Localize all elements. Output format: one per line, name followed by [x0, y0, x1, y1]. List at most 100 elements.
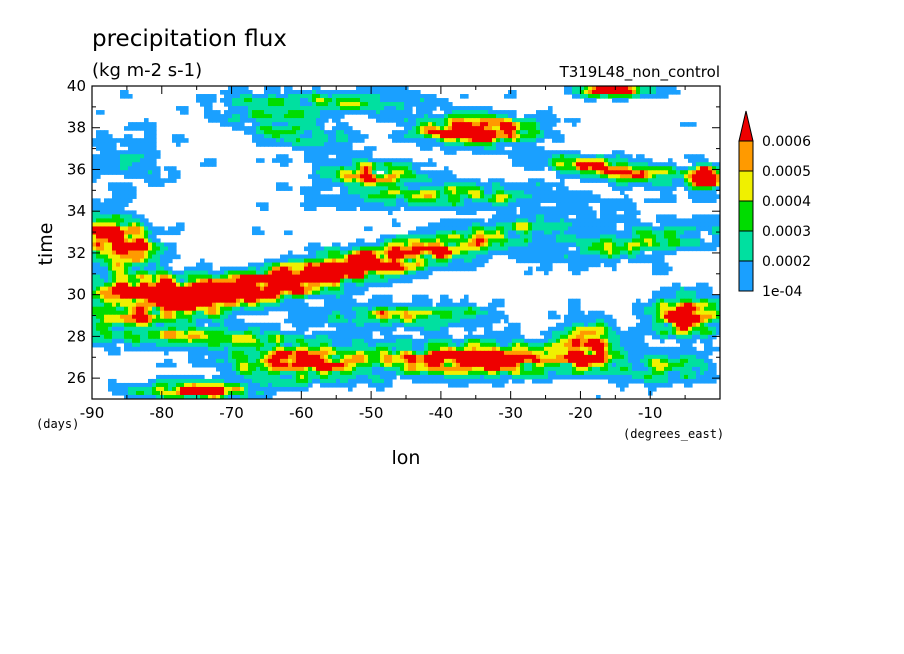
heatmap-cell [340, 254, 345, 260]
heatmap-cell [624, 178, 629, 183]
heatmap-cell [584, 198, 589, 203]
heatmap-cell [400, 162, 405, 167]
heatmap-cell [468, 242, 473, 248]
heatmap-cell [692, 246, 697, 252]
heatmap-cell [452, 110, 457, 115]
heatmap-cell [708, 186, 713, 191]
heatmap-cell [628, 242, 633, 248]
heatmap-cell [128, 226, 133, 232]
heatmap-cell [568, 170, 573, 175]
heatmap-cell [528, 182, 533, 187]
heatmap-cell [304, 150, 309, 155]
heatmap-cell [152, 134, 157, 139]
heatmap-cell [152, 286, 157, 292]
heatmap-cell [128, 282, 133, 288]
heatmap-cell [588, 254, 593, 260]
heatmap-cell [456, 230, 461, 236]
heatmap-cell [396, 202, 401, 207]
heatmap-cell [572, 230, 577, 236]
heatmap-cell [536, 194, 541, 199]
heatmap-cell [592, 178, 597, 183]
heatmap-cell [468, 230, 473, 236]
heatmap-cell [536, 210, 541, 216]
heatmap-cell [552, 198, 557, 203]
heatmap-cell [548, 206, 553, 211]
heatmap-cell [116, 150, 121, 155]
heatmap-cell [96, 174, 101, 179]
heatmap-cell [636, 210, 641, 216]
heatmap-cell [148, 266, 153, 272]
heatmap-cell [120, 238, 125, 244]
heatmap-cell [492, 218, 497, 224]
heatmap-cell [172, 274, 177, 280]
heatmap-cell [148, 166, 153, 171]
heatmap-cell [272, 306, 277, 312]
heatmap-cell [388, 174, 393, 179]
heatmap-cell [580, 242, 585, 248]
heatmap-cell [100, 230, 105, 236]
heatmap-cell [124, 278, 129, 284]
heatmap-cell [604, 218, 609, 224]
heatmap-cell [120, 258, 125, 264]
heatmap-cell [120, 202, 125, 207]
heatmap-cell [368, 202, 373, 207]
heatmap-cell [232, 94, 237, 99]
heatmap-cell [408, 126, 413, 131]
heatmap-cell [380, 102, 385, 107]
heatmap-cell [428, 162, 433, 167]
heatmap-cell [340, 266, 345, 272]
heatmap-cell [332, 246, 337, 252]
heatmap-cell [140, 138, 145, 143]
heatmap-cell [588, 158, 593, 163]
heatmap-cell [424, 250, 429, 256]
heatmap-cell [664, 190, 669, 195]
heatmap-cell [368, 162, 373, 167]
heatmap-cell [592, 158, 597, 163]
heatmap-cell [520, 214, 525, 220]
heatmap-cell [120, 234, 125, 240]
heatmap-cell [452, 262, 457, 268]
heatmap-cell [496, 122, 501, 127]
heatmap-cell [136, 302, 141, 308]
heatmap-cell [600, 178, 605, 183]
heatmap-cell [372, 190, 377, 195]
heatmap-cell [568, 166, 573, 171]
heatmap-cell [504, 122, 509, 127]
heatmap-cell [284, 182, 289, 187]
heatmap-cell [352, 270, 357, 276]
heatmap-cell [492, 142, 497, 147]
heatmap-cell [564, 158, 569, 163]
heatmap-cell [552, 162, 557, 167]
heatmap-cell [248, 282, 253, 288]
heatmap-cell [108, 306, 113, 312]
heatmap-cell [140, 234, 145, 240]
heatmap-cell [196, 266, 201, 272]
heatmap-cell [304, 198, 309, 203]
heatmap-cell [544, 214, 549, 220]
heatmap-cell [556, 166, 561, 171]
heatmap-cell [344, 250, 349, 256]
heatmap-cell [264, 290, 269, 296]
heatmap-cell [280, 110, 285, 115]
heatmap-cell [416, 202, 421, 207]
heatmap-cell [144, 302, 149, 308]
heatmap-cell [580, 194, 585, 199]
heatmap-cell [528, 242, 533, 248]
heatmap-cell [344, 126, 349, 131]
heatmap-cell [120, 170, 125, 175]
heatmap-cell [152, 126, 157, 131]
heatmap-cell [424, 182, 429, 187]
heatmap-cell [332, 94, 337, 99]
heatmap-cell [552, 250, 557, 256]
heatmap-cell [576, 90, 581, 95]
heatmap-cell [444, 238, 449, 244]
heatmap-cell [252, 274, 257, 280]
heatmap-cell [116, 170, 121, 175]
heatmap-cell [472, 258, 477, 264]
heatmap-cell [336, 150, 341, 155]
heatmap-cell [712, 222, 717, 228]
heatmap-cell [152, 122, 157, 127]
heatmap-cell [444, 146, 449, 151]
heatmap-cell [676, 242, 681, 248]
heatmap-cell [372, 106, 377, 111]
